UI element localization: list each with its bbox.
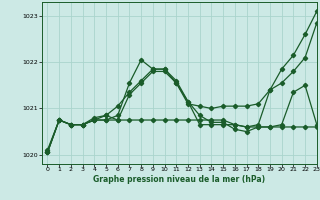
X-axis label: Graphe pression niveau de la mer (hPa): Graphe pression niveau de la mer (hPa) [93,175,265,184]
